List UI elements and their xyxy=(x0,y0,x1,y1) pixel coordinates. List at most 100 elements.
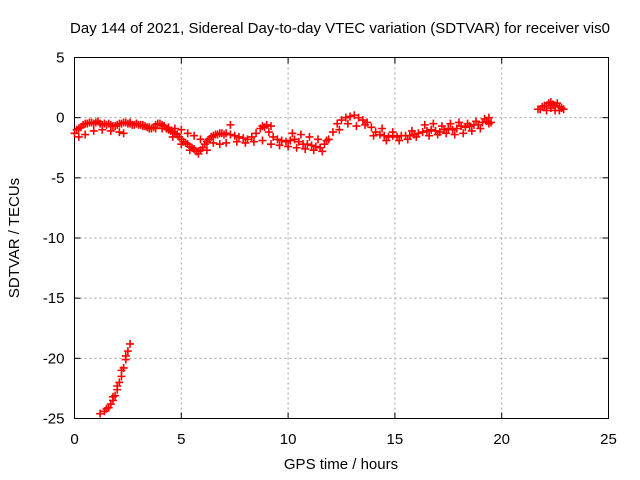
data-point xyxy=(437,122,446,131)
data-point xyxy=(277,136,286,145)
data-point xyxy=(305,132,314,141)
data-point xyxy=(442,129,451,138)
x-tick-label: 10 xyxy=(280,431,297,448)
data-point xyxy=(546,104,555,113)
data-point xyxy=(98,125,107,134)
data-point xyxy=(542,106,551,115)
data-point xyxy=(314,135,323,144)
data-point xyxy=(328,128,337,137)
data-point xyxy=(252,129,261,138)
data-point xyxy=(226,120,235,129)
data-point xyxy=(170,124,179,133)
data-point xyxy=(264,128,273,137)
data-point xyxy=(158,124,167,133)
grid xyxy=(74,57,609,419)
data-point xyxy=(309,146,318,155)
data-point xyxy=(81,130,90,139)
data-point xyxy=(343,119,352,128)
data-point xyxy=(341,113,350,122)
data-point xyxy=(115,128,124,137)
data-point xyxy=(215,140,224,149)
x-axis-label: GPS time / hours xyxy=(284,456,398,473)
data-point xyxy=(209,138,218,147)
data-point xyxy=(123,347,132,356)
data-point xyxy=(292,143,301,152)
data-point xyxy=(74,132,83,141)
data-point xyxy=(106,126,115,135)
data-point xyxy=(222,138,231,147)
data-point xyxy=(395,136,404,145)
data-point xyxy=(202,137,211,146)
data-point xyxy=(448,125,457,134)
data-point xyxy=(378,124,387,133)
x-tick-label: 25 xyxy=(600,431,617,448)
data-point xyxy=(290,135,299,144)
data-point xyxy=(222,129,231,138)
data-point xyxy=(322,136,331,145)
data-point xyxy=(102,404,111,413)
data-point xyxy=(480,114,489,123)
data-point xyxy=(226,130,235,139)
data-point xyxy=(262,120,271,129)
data-point xyxy=(194,149,203,158)
data-point xyxy=(132,119,141,128)
data-point xyxy=(444,124,453,133)
data-point xyxy=(452,124,461,133)
data-marks xyxy=(70,98,568,418)
data-point xyxy=(454,118,463,127)
y-tick-label: -25 xyxy=(43,411,65,428)
data-point xyxy=(288,129,297,138)
y-tick-label: -5 xyxy=(51,170,64,187)
data-point xyxy=(296,130,305,139)
data-point xyxy=(360,120,369,129)
x-tick-label: 20 xyxy=(493,431,510,448)
axis-ticks: 0 5 10 15 20 25 5 0 -5 -10 -15 -20 -25 xyxy=(43,50,617,449)
series-late-cluster xyxy=(534,98,568,115)
chart-title: Day 144 of 2021, Sidereal Day-to-day VTE… xyxy=(70,20,610,37)
data-point xyxy=(555,106,564,115)
data-point xyxy=(267,122,276,131)
data-point xyxy=(190,131,199,140)
data-point xyxy=(484,113,493,122)
data-point xyxy=(241,138,250,147)
data-point xyxy=(352,122,361,131)
data-point xyxy=(433,130,442,139)
y-tick-label: 5 xyxy=(56,50,64,67)
data-point xyxy=(375,130,384,139)
series-lower-branch xyxy=(74,119,485,158)
y-tick-label: -15 xyxy=(43,290,65,307)
y-axis-label: SDTVAR / TECUs xyxy=(6,178,23,298)
data-point xyxy=(333,119,342,128)
data-point xyxy=(412,132,421,141)
data-point xyxy=(425,131,434,140)
data-point xyxy=(367,123,376,132)
data-point xyxy=(177,125,186,134)
data-point xyxy=(467,126,476,135)
data-point xyxy=(303,140,312,149)
data-point xyxy=(249,137,258,146)
data-point xyxy=(202,146,211,155)
data-point xyxy=(234,132,243,141)
data-point xyxy=(307,141,316,150)
data-point xyxy=(459,129,468,138)
data-point xyxy=(119,129,128,138)
data-point xyxy=(96,409,105,418)
data-point xyxy=(247,132,256,141)
data-point xyxy=(230,131,239,140)
data-point xyxy=(275,141,284,150)
data-point xyxy=(318,147,327,156)
data-point xyxy=(420,120,429,129)
data-point xyxy=(559,105,568,114)
data-point xyxy=(196,135,205,144)
data-point xyxy=(168,132,177,141)
series-upper-branch xyxy=(126,113,493,149)
data-point xyxy=(113,382,122,391)
y-tick-label: -20 xyxy=(43,350,65,367)
data-point xyxy=(463,119,472,128)
data-point xyxy=(422,126,431,135)
data-point xyxy=(281,137,290,146)
data-point xyxy=(258,136,267,145)
x-tick-label: 15 xyxy=(387,431,404,448)
x-tick-label: 5 xyxy=(177,431,185,448)
